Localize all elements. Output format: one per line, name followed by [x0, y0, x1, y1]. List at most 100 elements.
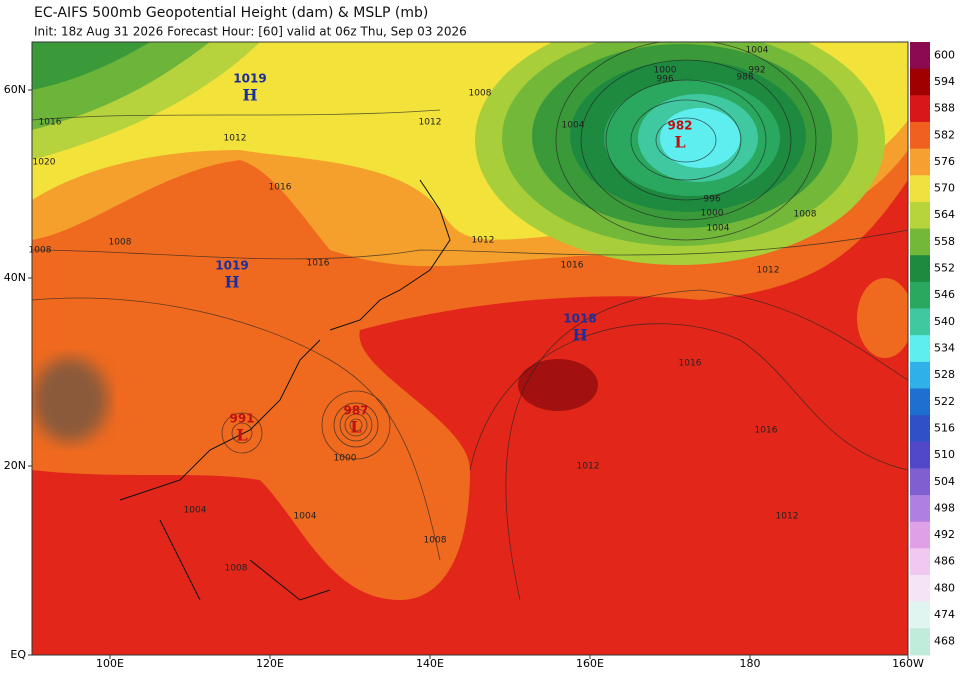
- lon-label: 100E: [96, 657, 124, 670]
- contour-label: 1016: [561, 261, 584, 271]
- contour-label: 1012: [757, 266, 780, 276]
- center-symbol: H: [224, 273, 239, 292]
- contour-label: 1012: [419, 118, 442, 128]
- contour-label: 1000: [701, 209, 724, 219]
- lat-label: 40N: [4, 271, 26, 284]
- center-symbol: H: [242, 86, 257, 105]
- colorbar-label: 582: [934, 128, 955, 141]
- contour-label: 1012: [224, 134, 247, 144]
- colorbar-label: 528: [934, 368, 955, 381]
- map-fields: [32, 42, 908, 655]
- colorbar-label: 546: [934, 288, 955, 301]
- lat-label: EQ: [10, 648, 26, 661]
- colorbar-swatch: [910, 415, 930, 443]
- contour-label: 1004: [562, 121, 585, 131]
- colorbar-label: 468: [934, 635, 955, 648]
- contour-label: 992: [748, 66, 765, 76]
- subtitle: Init: 18z Aug 31 2026 Forecast Hour: [60…: [34, 25, 467, 39]
- colorbar-label: 594: [934, 75, 955, 88]
- contour-label: 1008: [424, 536, 447, 546]
- colorbar-label: 576: [934, 155, 955, 168]
- contour-label: 1008: [225, 564, 248, 574]
- contour-label: 1016: [755, 426, 778, 436]
- colorbar-label: 504: [934, 475, 955, 488]
- colorbar-swatch: [910, 388, 930, 416]
- colorbar-swatch: [910, 495, 930, 523]
- colorbar-label: 516: [934, 421, 955, 434]
- contour-label: 996: [656, 75, 673, 85]
- contour-label: 988: [736, 73, 753, 83]
- center-symbol: L: [236, 426, 247, 445]
- colorbar-label: 492: [934, 528, 955, 541]
- colorbar-swatch: [910, 95, 930, 123]
- contour-label: 1008: [29, 246, 52, 256]
- colorbar-swatch: [910, 575, 930, 603]
- colorbar-label: 552: [934, 262, 955, 275]
- contour-label: 1004: [294, 512, 317, 522]
- title: EC-AIFS 500mb Geopotential Height (dam) …: [34, 5, 428, 21]
- colorbar-label: 534: [934, 342, 955, 355]
- colorbar-swatch: [910, 201, 930, 230]
- contour-label: 1016: [679, 359, 702, 369]
- colorbar-label: 570: [934, 182, 955, 195]
- colorbar-swatch: [910, 335, 930, 363]
- center-value: 1019: [215, 259, 248, 273]
- colorbar-swatch: [910, 148, 930, 176]
- lon-label: 180: [740, 657, 761, 670]
- contour-label: 1008: [794, 210, 817, 220]
- contour-label: 1004: [746, 46, 769, 56]
- contour-label: 1004: [707, 224, 730, 234]
- colorbar-swatch: [910, 468, 930, 496]
- colorbar-swatch: [910, 281, 930, 310]
- colorbar-label: 588: [934, 102, 955, 115]
- colorbar-swatch: [910, 601, 930, 629]
- colorbar-swatch: [910, 521, 930, 549]
- colorbar-label: 564: [934, 208, 955, 221]
- lat-label: 20N: [4, 459, 26, 472]
- lon-label: 160W: [892, 657, 924, 670]
- contour-label: 1012: [577, 462, 600, 472]
- colorbar-swatch: [910, 441, 930, 469]
- colorbar-swatch: [910, 255, 930, 283]
- contour-label: 1000: [334, 454, 357, 464]
- contour-label: 1008: [109, 238, 132, 248]
- colorbar-swatch: [910, 548, 930, 576]
- center-value: 982: [667, 119, 692, 133]
- colorbar-swatch: [910, 361, 930, 389]
- lon-label: 120E: [256, 657, 284, 670]
- contour-label: 1016: [269, 183, 292, 193]
- colorbar-swatch: [910, 228, 930, 256]
- contour-label: 996: [703, 195, 720, 205]
- center-value: 1018: [563, 312, 596, 326]
- colorbar-label: 600: [934, 48, 955, 61]
- colorbar-label: 498: [934, 501, 955, 514]
- map-frame: [31, 41, 909, 656]
- colorbar-label: 558: [934, 235, 955, 248]
- colorbar-swatch: [910, 175, 930, 203]
- contour-label: 1016: [39, 118, 62, 128]
- contour-label: 1020: [33, 158, 56, 168]
- contour-label: 1012: [472, 236, 495, 246]
- center-value: 1019: [233, 72, 266, 86]
- center-value: 987: [343, 404, 368, 418]
- center-symbol: H: [572, 326, 587, 345]
- colorbar-label: 480: [934, 581, 955, 594]
- lat-label: 60N: [4, 83, 26, 96]
- lon-label: 160E: [576, 657, 604, 670]
- colorbar-swatch: [910, 42, 930, 70]
- lon-label: 140E: [416, 657, 444, 670]
- colorbar-swatch: [910, 68, 930, 96]
- colorbar-swatch: [910, 628, 930, 656]
- colorbar-label: 510: [934, 448, 955, 461]
- center-value: 991: [229, 412, 254, 426]
- colorbar-label: 486: [934, 555, 955, 568]
- colorbar-swatch: [910, 121, 930, 150]
- colorbar-label: 522: [934, 395, 955, 408]
- colorbar-swatch: [910, 308, 930, 336]
- colorbar-label: 540: [934, 315, 955, 328]
- contour-label: 1008: [469, 89, 492, 99]
- center-symbol: L: [674, 133, 685, 152]
- contour-label: 1000: [654, 66, 677, 76]
- contour-label: 1012: [776, 512, 799, 522]
